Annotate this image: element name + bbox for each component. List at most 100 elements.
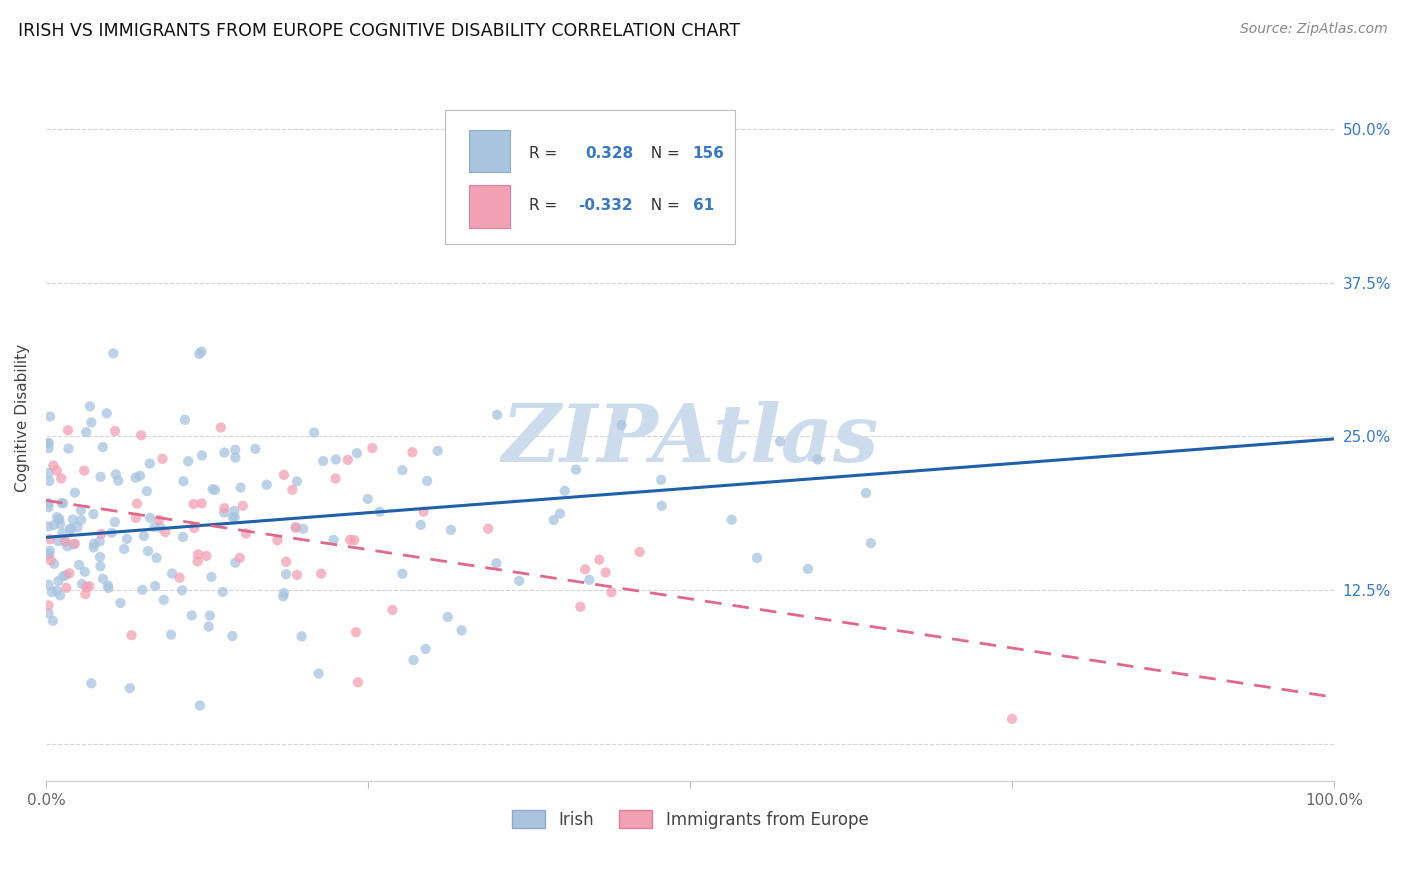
Point [80, 416, 103, 430]
Point [209, 420, 232, 434]
Point [97, 581, 120, 595]
Point [224, 510, 246, 524]
Point [129, 468, 152, 483]
Point [565, 463, 588, 477]
Point [190, 496, 212, 510]
Point [79, 400, 101, 414]
Point [136, 544, 159, 558]
Point [70, 577, 93, 591]
Point [82, 507, 104, 521]
Point [169, 571, 191, 585]
Point [96, 406, 118, 420]
Point [62, 537, 84, 551]
Point [346, 446, 368, 460]
Point [149, 520, 172, 534]
Point [322, 533, 344, 547]
Point [104, 515, 127, 529]
Point [769, 434, 792, 449]
Point [46, 510, 69, 524]
Point [574, 562, 596, 576]
Point [63, 485, 86, 500]
Point [284, 520, 307, 534]
Point [143, 579, 166, 593]
Point [38, 578, 60, 592]
Point [204, 483, 226, 497]
Point [131, 582, 153, 597]
FancyBboxPatch shape [468, 186, 510, 227]
Point [426, 443, 449, 458]
Point [148, 513, 170, 527]
Point [139, 457, 162, 471]
Text: 0.328: 0.328 [586, 145, 634, 161]
Point [39, 533, 62, 547]
Point [73, 565, 96, 579]
Point [191, 449, 214, 463]
Point [118, 681, 141, 696]
Point [1001, 712, 1024, 726]
Point [195, 549, 218, 563]
Point [107, 474, 129, 488]
Point [48, 574, 70, 588]
Point [83, 537, 105, 551]
Point [38, 547, 60, 561]
Point [38, 474, 60, 488]
Point [325, 471, 347, 485]
Legend: Irish, Immigrants from Europe: Irish, Immigrants from Europe [505, 804, 875, 835]
Point [152, 451, 174, 466]
Text: ZIPAtlas: ZIPAtlas [502, 401, 879, 478]
Point [38, 496, 60, 510]
Point [46, 512, 69, 526]
Point [90, 527, 112, 541]
Point [177, 454, 200, 468]
Point [38, 466, 60, 480]
Point [60, 522, 83, 536]
Point [229, 481, 252, 495]
Point [347, 675, 370, 690]
Point [291, 629, 314, 643]
Point [412, 505, 434, 519]
Point [651, 499, 673, 513]
Point [256, 477, 278, 491]
Point [38, 547, 60, 561]
Point [276, 555, 298, 569]
Point [201, 482, 224, 496]
Point [344, 625, 367, 640]
Point [155, 524, 177, 539]
Point [266, 533, 288, 548]
Point [89, 534, 111, 549]
Point [70, 503, 93, 517]
Point [600, 585, 623, 599]
Point [112, 541, 135, 556]
Point [187, 548, 209, 562]
Point [588, 552, 610, 566]
Point [416, 474, 439, 488]
Text: N =: N = [641, 198, 685, 213]
Point [543, 513, 565, 527]
Point [124, 470, 146, 484]
Point [56, 423, 79, 437]
Point [75, 425, 97, 439]
Text: 61: 61 [693, 198, 714, 213]
Point [361, 441, 384, 455]
Point [224, 450, 246, 465]
Point [56, 539, 79, 553]
Point [39, 409, 62, 424]
Point [104, 467, 127, 482]
Point [198, 608, 221, 623]
Point [89, 559, 111, 574]
Point [75, 580, 97, 594]
Point [52, 496, 75, 510]
Point [325, 452, 347, 467]
Point [129, 428, 152, 442]
Point [309, 566, 332, 581]
Point [554, 483, 576, 498]
Point [197, 619, 219, 633]
Point [402, 653, 425, 667]
Point [214, 501, 236, 516]
Point [214, 445, 236, 459]
Point [172, 583, 194, 598]
Point [855, 486, 877, 500]
Point [38, 436, 60, 450]
Point [343, 533, 366, 548]
Point [42, 458, 65, 473]
